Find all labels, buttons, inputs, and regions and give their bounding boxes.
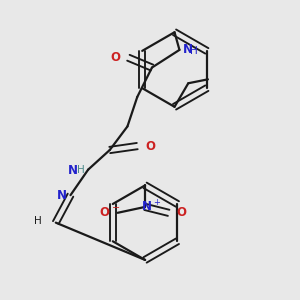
Text: −: − [112, 203, 120, 213]
Text: N: N [57, 189, 67, 202]
Text: H: H [77, 165, 85, 175]
Text: N: N [142, 200, 152, 213]
Text: +: + [153, 197, 160, 206]
Text: H: H [190, 46, 198, 56]
Text: H: H [34, 216, 42, 226]
Text: N: N [182, 44, 192, 56]
Text: O: O [100, 206, 110, 219]
Text: O: O [145, 140, 155, 153]
Text: O: O [176, 206, 187, 219]
Text: O: O [111, 51, 121, 64]
Text: N: N [68, 164, 78, 177]
